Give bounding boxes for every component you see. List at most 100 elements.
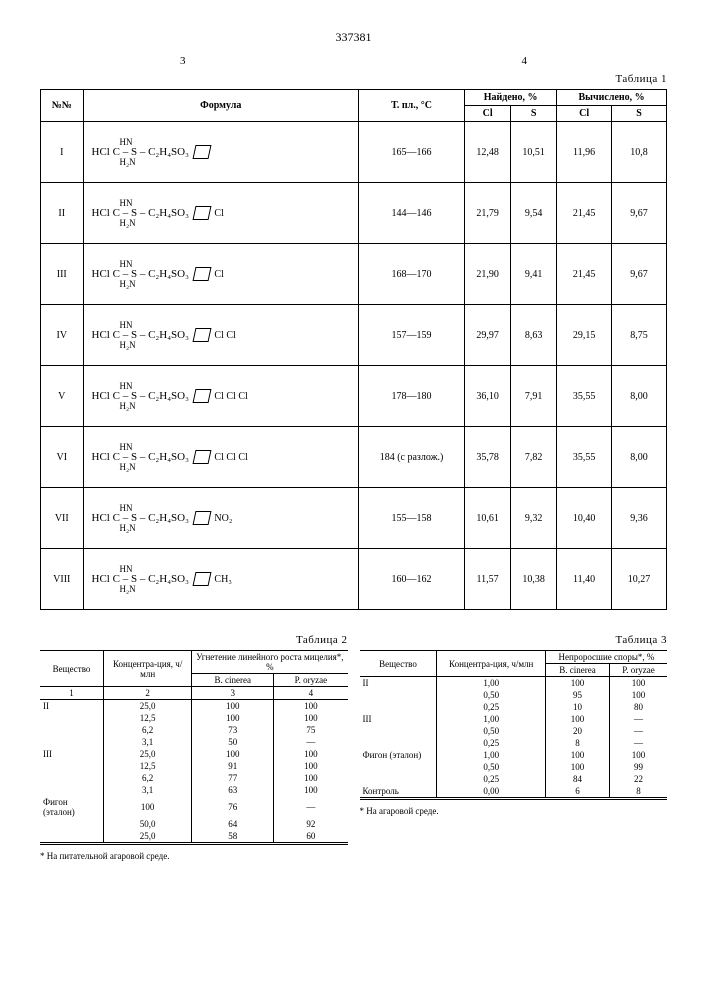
t1-h-num: №№ (41, 90, 84, 122)
t1-ccl: 35,55 (557, 427, 612, 488)
col-left: 3 (180, 55, 186, 67)
t1-fs: 9,54 (511, 183, 557, 244)
t1-fcl: 21,90 (465, 244, 511, 305)
t1-fs: 9,41 (511, 244, 557, 305)
t2-conc: 3,1 (104, 736, 192, 748)
t1-h-found: Найдено, % (465, 90, 557, 106)
t1-h-mp: Т. пл., °C (358, 90, 464, 122)
t3-subst (360, 725, 437, 737)
col-right: 4 (522, 55, 528, 67)
t2-po: — (274, 736, 348, 748)
t1-formula: HNHCl C – S – C₂H₄SO₃ Cl Cl ClH₂N (83, 366, 358, 427)
t1-formula: HNHCl C – S – C₂H₄SO₃ H₂N (83, 122, 358, 183)
t1-mp: 155—158 (358, 488, 464, 549)
t3-po: 99 (610, 761, 668, 773)
t1-h-fs: S (511, 106, 557, 122)
t1-num: VII (41, 488, 84, 549)
t2-po: 100 (274, 784, 348, 796)
t3-po: — (610, 713, 668, 725)
t3-po: 22 (610, 773, 668, 785)
t1-ccl: 11,40 (557, 549, 612, 610)
t1-cs: 10,27 (612, 549, 667, 610)
t3-conc: 0,25 (437, 773, 545, 785)
t3-footnote: * На агаровой среде. (360, 806, 668, 816)
t1-fs: 10,51 (511, 122, 557, 183)
t2-conc: 6,2 (104, 724, 192, 736)
t2-conc: 12,5 (104, 712, 192, 724)
t2-po: 100 (274, 760, 348, 772)
t3-subst (360, 737, 437, 749)
t3-subst: III (360, 713, 437, 725)
t1-mp: 160—162 (358, 549, 464, 610)
t3-bc: 20 (545, 725, 609, 737)
t2-subst (40, 830, 104, 843)
t3-po: 100 (610, 677, 668, 690)
t2-bc: 100 (192, 700, 274, 713)
t2-bc: 100 (192, 712, 274, 724)
t1-formula: HNHCl C – S – C₂H₄SO₃ ClH₂N (83, 183, 358, 244)
t2-subst (40, 760, 104, 772)
t2-po: 60 (274, 830, 348, 843)
t3-conc: 0,50 (437, 689, 545, 701)
t1-formula: HNHCl C – S – C₂H₄SO₃ NO₂H₂N (83, 488, 358, 549)
t2-bc: 64 (192, 818, 274, 830)
t2-po: 75 (274, 724, 348, 736)
t3-conc: 1,00 (437, 749, 545, 761)
t1-fs: 9,32 (511, 488, 557, 549)
t3-subst: Фигон (эталон) (360, 749, 437, 761)
t1-mp: 144—146 (358, 183, 464, 244)
t3-conc: 0,25 (437, 737, 545, 749)
t1-mp: 184 (с разлож.) (358, 427, 464, 488)
t1-mp: 165—166 (358, 122, 464, 183)
t2-conc: 100 (104, 796, 192, 818)
t1-cs: 8,75 (612, 305, 667, 366)
t2-po: 100 (274, 700, 348, 713)
t3-conc: 1,00 (437, 713, 545, 725)
t1-num: II (41, 183, 84, 244)
t3-h-po: P. oryzae (610, 664, 668, 677)
t2-bc: 76 (192, 796, 274, 818)
t1-h-formula: Формула (83, 90, 358, 122)
t2-subst (40, 712, 104, 724)
t2-cn3: 3 (192, 687, 274, 700)
t1-num: I (41, 122, 84, 183)
t1-cs: 10,8 (612, 122, 667, 183)
t2-cn2: 2 (104, 687, 192, 700)
t2-bc: 50 (192, 736, 274, 748)
t2-bc: 63 (192, 784, 274, 796)
t2-bc: 58 (192, 830, 274, 843)
t2-po: 92 (274, 818, 348, 830)
t2-subst (40, 736, 104, 748)
t1-h-fcl: Cl (465, 106, 511, 122)
t1-cs: 9,67 (612, 244, 667, 305)
t1-num: III (41, 244, 84, 305)
t3-po: 80 (610, 701, 668, 713)
table2-wrap: Таблица 2 Вещество Концентра-ция, ч/млн … (40, 630, 348, 861)
t3-bc: 95 (545, 689, 609, 701)
t3-po: 8 (610, 785, 668, 798)
t1-cs: 8,00 (612, 427, 667, 488)
table2: Вещество Концентра-ция, ч/млн Угнетение … (40, 650, 348, 845)
t1-mp: 178—180 (358, 366, 464, 427)
t3-bc: 84 (545, 773, 609, 785)
t2-conc: 50,0 (104, 818, 192, 830)
table1-caption: Таблица 1 (40, 73, 667, 85)
t2-po: — (274, 796, 348, 818)
document-number: 337381 (40, 30, 667, 45)
t1-fcl: 21,79 (465, 183, 511, 244)
column-numbers: 3 4 (40, 55, 667, 67)
t1-fcl: 29,97 (465, 305, 511, 366)
t1-ccl: 29,15 (557, 305, 612, 366)
t1-ccl: 21,45 (557, 183, 612, 244)
t2-subst (40, 784, 104, 796)
t1-h-cs: S (612, 106, 667, 122)
t2-po: 100 (274, 712, 348, 724)
t2-cn1: 1 (40, 687, 104, 700)
t1-mp: 168—170 (358, 244, 464, 305)
t1-fcl: 12,48 (465, 122, 511, 183)
t2-subst (40, 818, 104, 830)
t2-conc: 3,1 (104, 784, 192, 796)
t3-bc: 8 (545, 737, 609, 749)
t3-po: 100 (610, 749, 668, 761)
table1: №№ Формула Т. пл., °C Найдено, % Вычисле… (40, 89, 667, 610)
